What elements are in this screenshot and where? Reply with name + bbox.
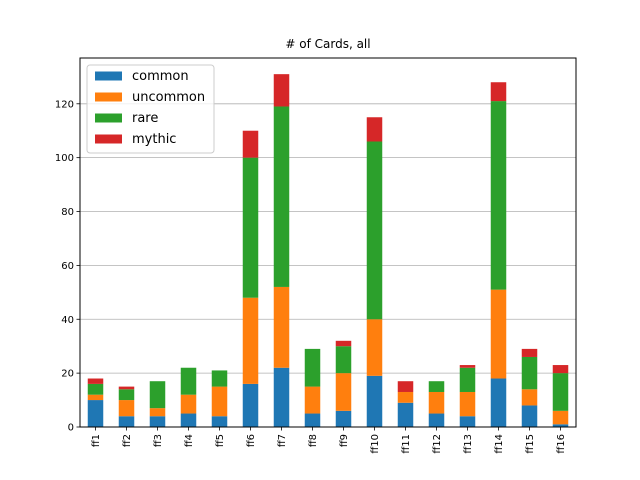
x-tick-label: ff15 xyxy=(525,434,536,454)
bar-rare-ff1 xyxy=(87,383,104,395)
bar-common-ff4 xyxy=(180,413,197,427)
bar-common-ff14 xyxy=(490,378,507,427)
bar-uncommon-ff10 xyxy=(366,319,383,376)
bar-rare-ff8 xyxy=(304,348,321,387)
bars xyxy=(87,74,569,427)
y-tick-label: 60 xyxy=(61,261,74,272)
bar-mythic-ff15 xyxy=(521,348,538,357)
bar-common-ff1 xyxy=(87,400,104,427)
bar-rare-ff16 xyxy=(552,373,569,411)
legend-box xyxy=(86,64,215,154)
y-tick-label: 0 xyxy=(68,423,74,434)
y-tick-label: 40 xyxy=(61,315,74,326)
bar-common-ff15 xyxy=(521,405,538,427)
bar-uncommon-ff8 xyxy=(304,386,321,414)
plot-frame xyxy=(79,57,577,428)
bar-rare-ff6 xyxy=(242,157,259,298)
bar-rare-ff12 xyxy=(428,381,445,392)
x-tick-label: ff6 xyxy=(246,434,257,447)
bar-common-ff7 xyxy=(273,367,290,427)
x-tick-label: ff8 xyxy=(308,434,319,447)
bar-mythic-ff11 xyxy=(397,381,414,392)
y-tick-label: 120 xyxy=(55,99,74,110)
bar-rare-ff5 xyxy=(211,370,228,387)
bar-mythic-ff14 xyxy=(490,82,507,102)
bar-uncommon-ff6 xyxy=(242,297,259,384)
bar-uncommon-ff16 xyxy=(552,410,569,425)
x-tick-label: ff2 xyxy=(122,434,133,447)
bar-common-ff9 xyxy=(335,410,352,427)
bar-rare-ff9 xyxy=(335,346,352,374)
bar-rare-ff13 xyxy=(459,367,476,392)
y-tick-label: 80 xyxy=(61,207,74,218)
bar-common-ff2 xyxy=(118,416,135,427)
bar-common-ff11 xyxy=(397,402,414,427)
legend-label-common: common xyxy=(132,69,189,84)
bar-mythic-ff7 xyxy=(273,74,290,107)
bar-common-ff10 xyxy=(366,375,383,427)
bar-mythic-ff16 xyxy=(552,365,569,374)
bar-rare-ff3 xyxy=(149,381,166,409)
bar-uncommon-ff13 xyxy=(459,391,476,417)
bar-rare-ff2 xyxy=(118,389,135,401)
legend: common uncommon rare mythic xyxy=(86,64,215,154)
bar-uncommon-ff15 xyxy=(521,389,538,406)
legend-swatch-mythic xyxy=(95,134,122,144)
x-tick-label: ff10 xyxy=(370,434,381,454)
x-tick-label: ff4 xyxy=(184,434,195,447)
y-tick-label: 100 xyxy=(55,153,74,164)
bar-common-ff3 xyxy=(149,416,166,427)
bar-uncommon-ff5 xyxy=(211,386,228,417)
bar-uncommon-ff1 xyxy=(87,394,104,401)
bar-mythic-ff9 xyxy=(335,340,352,347)
chart-title: # of Cards, all xyxy=(285,37,370,51)
y-tick-label: 20 xyxy=(61,369,74,380)
legend-label-mythic: mythic xyxy=(132,132,176,147)
bar-mythic-ff1 xyxy=(87,378,104,384)
legend-swatch-rare xyxy=(95,113,122,123)
bar-mythic-ff10 xyxy=(366,117,383,142)
bar-uncommon-ff3 xyxy=(149,408,166,417)
legend-label-uncommon: uncommon xyxy=(132,90,205,105)
x-tick-label: ff1 xyxy=(91,434,102,447)
bar-uncommon-ff2 xyxy=(118,400,135,417)
bar-mythic-ff13 xyxy=(459,365,476,368)
bar-mythic-ff6 xyxy=(242,130,259,158)
x-tick-label: ff5 xyxy=(215,434,226,447)
bar-uncommon-ff12 xyxy=(428,391,445,414)
bar-common-ff16 xyxy=(552,424,569,427)
x-tick-label: ff13 xyxy=(463,434,474,454)
bar-common-ff13 xyxy=(459,416,476,427)
bar-uncommon-ff7 xyxy=(273,286,290,368)
x-tick-label: ff16 xyxy=(556,434,567,454)
bar-common-ff8 xyxy=(304,413,321,427)
legend-swatch-common xyxy=(95,71,122,81)
bar-common-ff6 xyxy=(242,383,259,427)
bar-rare-ff7 xyxy=(273,106,290,287)
axes: 0 20 40 60 80 100 120 ff1 ff2 ff3 ff4 ff5 ff6 ff7 ff8 f… xyxy=(55,99,567,453)
x-tick-label: ff3 xyxy=(153,434,164,447)
bar-rare-ff4 xyxy=(180,367,197,395)
bar-common-ff5 xyxy=(211,416,228,427)
bar-uncommon-ff11 xyxy=(397,391,414,403)
x-tick-label: ff11 xyxy=(401,434,412,454)
x-tick-label: ff7 xyxy=(277,434,288,447)
x-tick-label: ff14 xyxy=(494,434,505,454)
x-tick-label: ff12 xyxy=(432,434,443,454)
bar-rare-ff15 xyxy=(521,356,538,390)
bar-uncommon-ff14 xyxy=(490,289,507,379)
legend-label-rare: rare xyxy=(132,111,158,126)
legend-swatch-uncommon xyxy=(95,92,122,102)
bar-rare-ff10 xyxy=(366,141,383,320)
bar-mythic-ff2 xyxy=(118,386,135,390)
x-tick-label: ff9 xyxy=(339,434,350,447)
bar-rare-ff14 xyxy=(490,101,507,290)
bar-uncommon-ff9 xyxy=(335,373,352,411)
bar-uncommon-ff4 xyxy=(180,394,197,414)
bar-common-ff12 xyxy=(428,413,445,427)
